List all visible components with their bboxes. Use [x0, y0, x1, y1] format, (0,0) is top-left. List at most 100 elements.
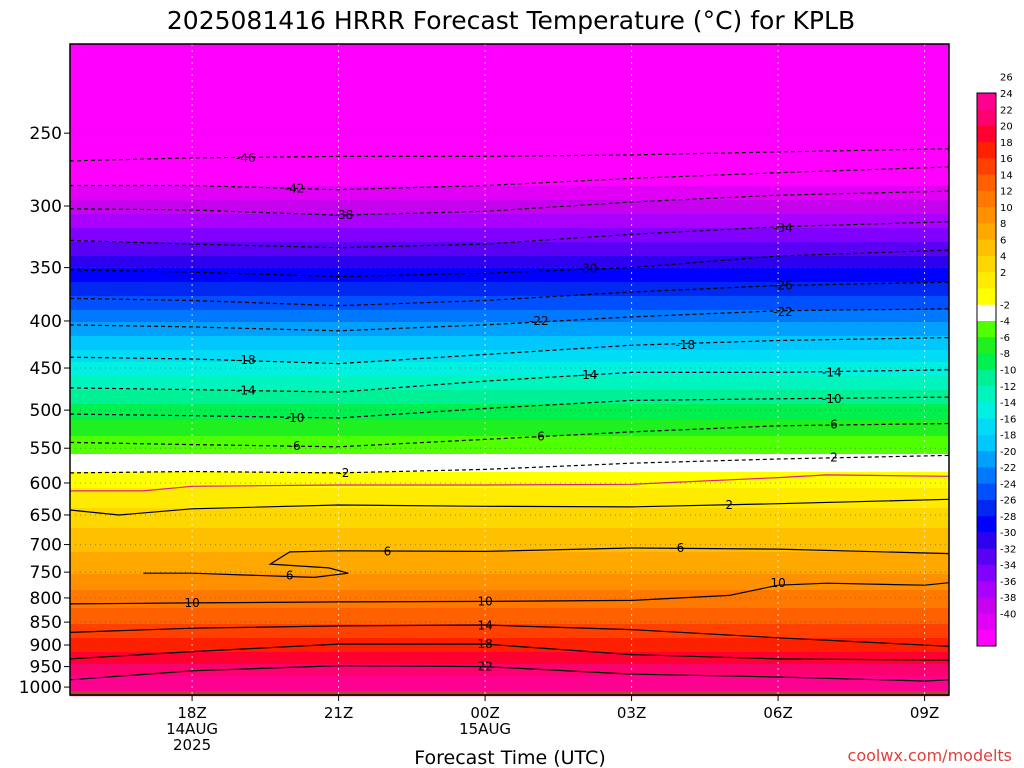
chart-title: 2025081416 HRRR Forecast Temperature (°C…: [167, 6, 855, 35]
field-band: [70, 576, 949, 579]
field-band: [70, 370, 949, 373]
field-band: [70, 636, 949, 639]
field-band: [70, 210, 949, 213]
x-tick-date: 15AUG: [459, 720, 511, 738]
contour-line: [69, 281, 950, 307]
field-band: [70, 448, 949, 451]
field-band: [70, 426, 949, 429]
contour-label: 10: [770, 576, 785, 590]
colorbar-swatch: [977, 564, 996, 582]
y-tick-label: 950: [30, 658, 62, 678]
field-band: [70, 640, 949, 643]
colorbar-swatch: [977, 174, 996, 191]
field-band: [70, 138, 949, 141]
field-band: [70, 652, 949, 655]
field-band: [70, 376, 949, 379]
field-band: [70, 94, 949, 97]
field-band: [70, 188, 949, 191]
field-band: [70, 190, 949, 193]
field-band: [70, 80, 949, 83]
field-band: [70, 262, 949, 265]
field-band: [70, 428, 949, 431]
field-band: [70, 566, 949, 569]
contour-label: 14: [477, 618, 492, 632]
contour-line: [69, 665, 950, 682]
contour-label: -26: [773, 278, 793, 292]
field-band: [70, 460, 949, 463]
contour-label: 6: [384, 544, 392, 558]
field-band: [70, 172, 949, 175]
field-band: [70, 646, 949, 649]
field-band: [70, 328, 949, 331]
field-band: [70, 240, 949, 243]
y-tick-label: 1000: [19, 678, 62, 698]
field-band: [70, 396, 949, 399]
field-band: [70, 366, 949, 369]
colorbar-swatch: [977, 532, 996, 549]
colorbar-swatch: [977, 629, 996, 647]
colorbar-tick-label: 14: [1000, 170, 1013, 181]
colorbar-tick-label: 16: [1000, 154, 1013, 165]
field-band: [70, 638, 949, 641]
field-band: [70, 658, 949, 661]
field-band: [70, 384, 949, 387]
colorbar-tick-label: -12: [1000, 382, 1016, 393]
field-band: [70, 166, 949, 169]
field-band: [70, 572, 949, 575]
credit-text: coolwx.com/modelts: [848, 746, 1012, 765]
ground-layer: [70, 691, 949, 695]
contour-line: [70, 166, 950, 191]
contour-line: [70, 474, 950, 492]
colorbar-swatch: [977, 369, 996, 387]
field-band: [70, 148, 949, 151]
field-band: [70, 630, 949, 633]
field-band: [70, 142, 949, 145]
contour-label: 6: [286, 568, 294, 582]
contour-label: -38: [334, 208, 354, 222]
field-band: [70, 144, 949, 147]
field-band: [70, 606, 949, 609]
field-band: [70, 50, 949, 53]
colorbar-swatch: [977, 418, 996, 435]
field-band: [70, 510, 949, 513]
colorbar-tick-label: 22: [1000, 105, 1013, 116]
field-band: [70, 476, 949, 479]
field-band: [70, 194, 949, 197]
colorbar-swatch: [977, 434, 996, 452]
field-band: [70, 160, 949, 163]
x-tick-label: 06Z: [763, 704, 792, 722]
field-band: [70, 482, 949, 485]
field-band: [70, 660, 949, 663]
contour-line: [69, 624, 950, 647]
field-band: [70, 312, 949, 315]
field-band: [70, 478, 949, 481]
colorbar-tick-label: -20: [1000, 447, 1016, 458]
field-band: [70, 204, 949, 207]
field-band: [70, 104, 949, 107]
field-band: [70, 512, 949, 515]
contour-line: [69, 422, 950, 448]
field-band: [70, 492, 949, 495]
field-band: [70, 436, 949, 439]
field-band: [70, 202, 949, 205]
field-band: [70, 118, 949, 121]
field-band: [70, 522, 949, 525]
field-band: [70, 270, 949, 273]
field-band: [70, 578, 949, 581]
field-band: [70, 116, 949, 119]
field-band: [70, 368, 949, 371]
field-band: [70, 96, 949, 99]
field-band: [70, 666, 949, 669]
field-band: [70, 132, 949, 135]
field-band: [70, 430, 949, 433]
field-band: [70, 562, 949, 565]
y-tick-label: 650: [30, 506, 62, 526]
field-band: [70, 178, 949, 181]
y-tick-label: 750: [30, 563, 62, 583]
field-band: [70, 456, 949, 459]
field-band: [70, 526, 949, 529]
colorbar-swatch: [977, 206, 996, 224]
field-band: [70, 86, 949, 89]
y-tick-label: 550: [30, 439, 62, 459]
colorbar-tick-label: -26: [1000, 496, 1016, 507]
